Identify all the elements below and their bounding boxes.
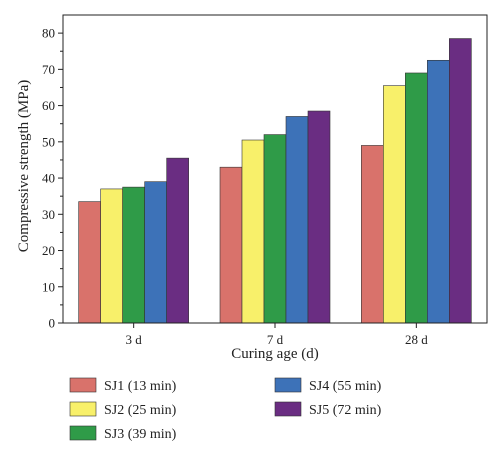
legend-label-sj4: SJ4 (55 min) (309, 379, 382, 394)
bar-sj3-28d (405, 72, 428, 324)
y-tick-label: 70 (42, 62, 55, 77)
y-axis-label: Compressive strength (MPa) (16, 80, 32, 252)
bar-sj1-7d (219, 166, 243, 324)
legend-label-sj2: SJ2 (25 min) (104, 403, 177, 418)
y-tick-label: 30 (42, 207, 55, 222)
y-tick-label: 60 (42, 98, 55, 113)
bar-sj2-3d (100, 188, 123, 324)
legend-label-sj1: SJ1 (13 min) (104, 379, 177, 394)
y-tick-label: 10 (42, 279, 55, 294)
legend-swatch-sj1 (69, 377, 97, 393)
x-tick-label: 28 d (405, 332, 428, 347)
bar-sj2-28d (383, 85, 406, 324)
x-tick-label: 7 d (267, 332, 284, 347)
bars (78, 38, 472, 324)
bar-sj5-28d (449, 38, 472, 324)
bar-sj4-3d (144, 181, 167, 324)
x-axis-label: Curing age (d) (231, 346, 318, 362)
axes: 0 10 20 30 40 50 60 70 80 3 d 7 d 28 d (42, 14, 488, 347)
bar-sj5-3d (166, 157, 189, 324)
legend-swatch-sj4 (274, 377, 302, 393)
bar-sj3-7d (263, 134, 287, 324)
y-tick-label: 50 (42, 134, 55, 149)
legend-swatch-sj5 (274, 401, 302, 417)
bar-sj1-28d (361, 145, 384, 324)
x-tick-label: 3 d (126, 332, 143, 347)
legend-swatch-sj2 (69, 401, 97, 417)
bar-sj3-3d (122, 186, 145, 324)
legend-label-sj5: SJ5 (72 min) (309, 403, 382, 418)
bar-sj4-28d (427, 59, 450, 324)
bar-sj2-7d (241, 139, 265, 324)
y-tick-label: 0 (49, 316, 56, 331)
y-tick-label: 80 (42, 26, 55, 41)
bar-sj1-3d (78, 201, 101, 324)
y-tick-label: 40 (42, 171, 55, 186)
legend-label-sj3: SJ3 (39 min) (104, 427, 177, 442)
bar-sj5-7d (307, 110, 331, 324)
legend: SJ1 (13 min) SJ2 (25 min) SJ3 (39 min) SJ4 … (69, 377, 382, 442)
legend-swatch-sj3 (69, 425, 97, 441)
bar-sj4-7d (285, 116, 309, 324)
y-tick-label: 20 (42, 243, 55, 258)
